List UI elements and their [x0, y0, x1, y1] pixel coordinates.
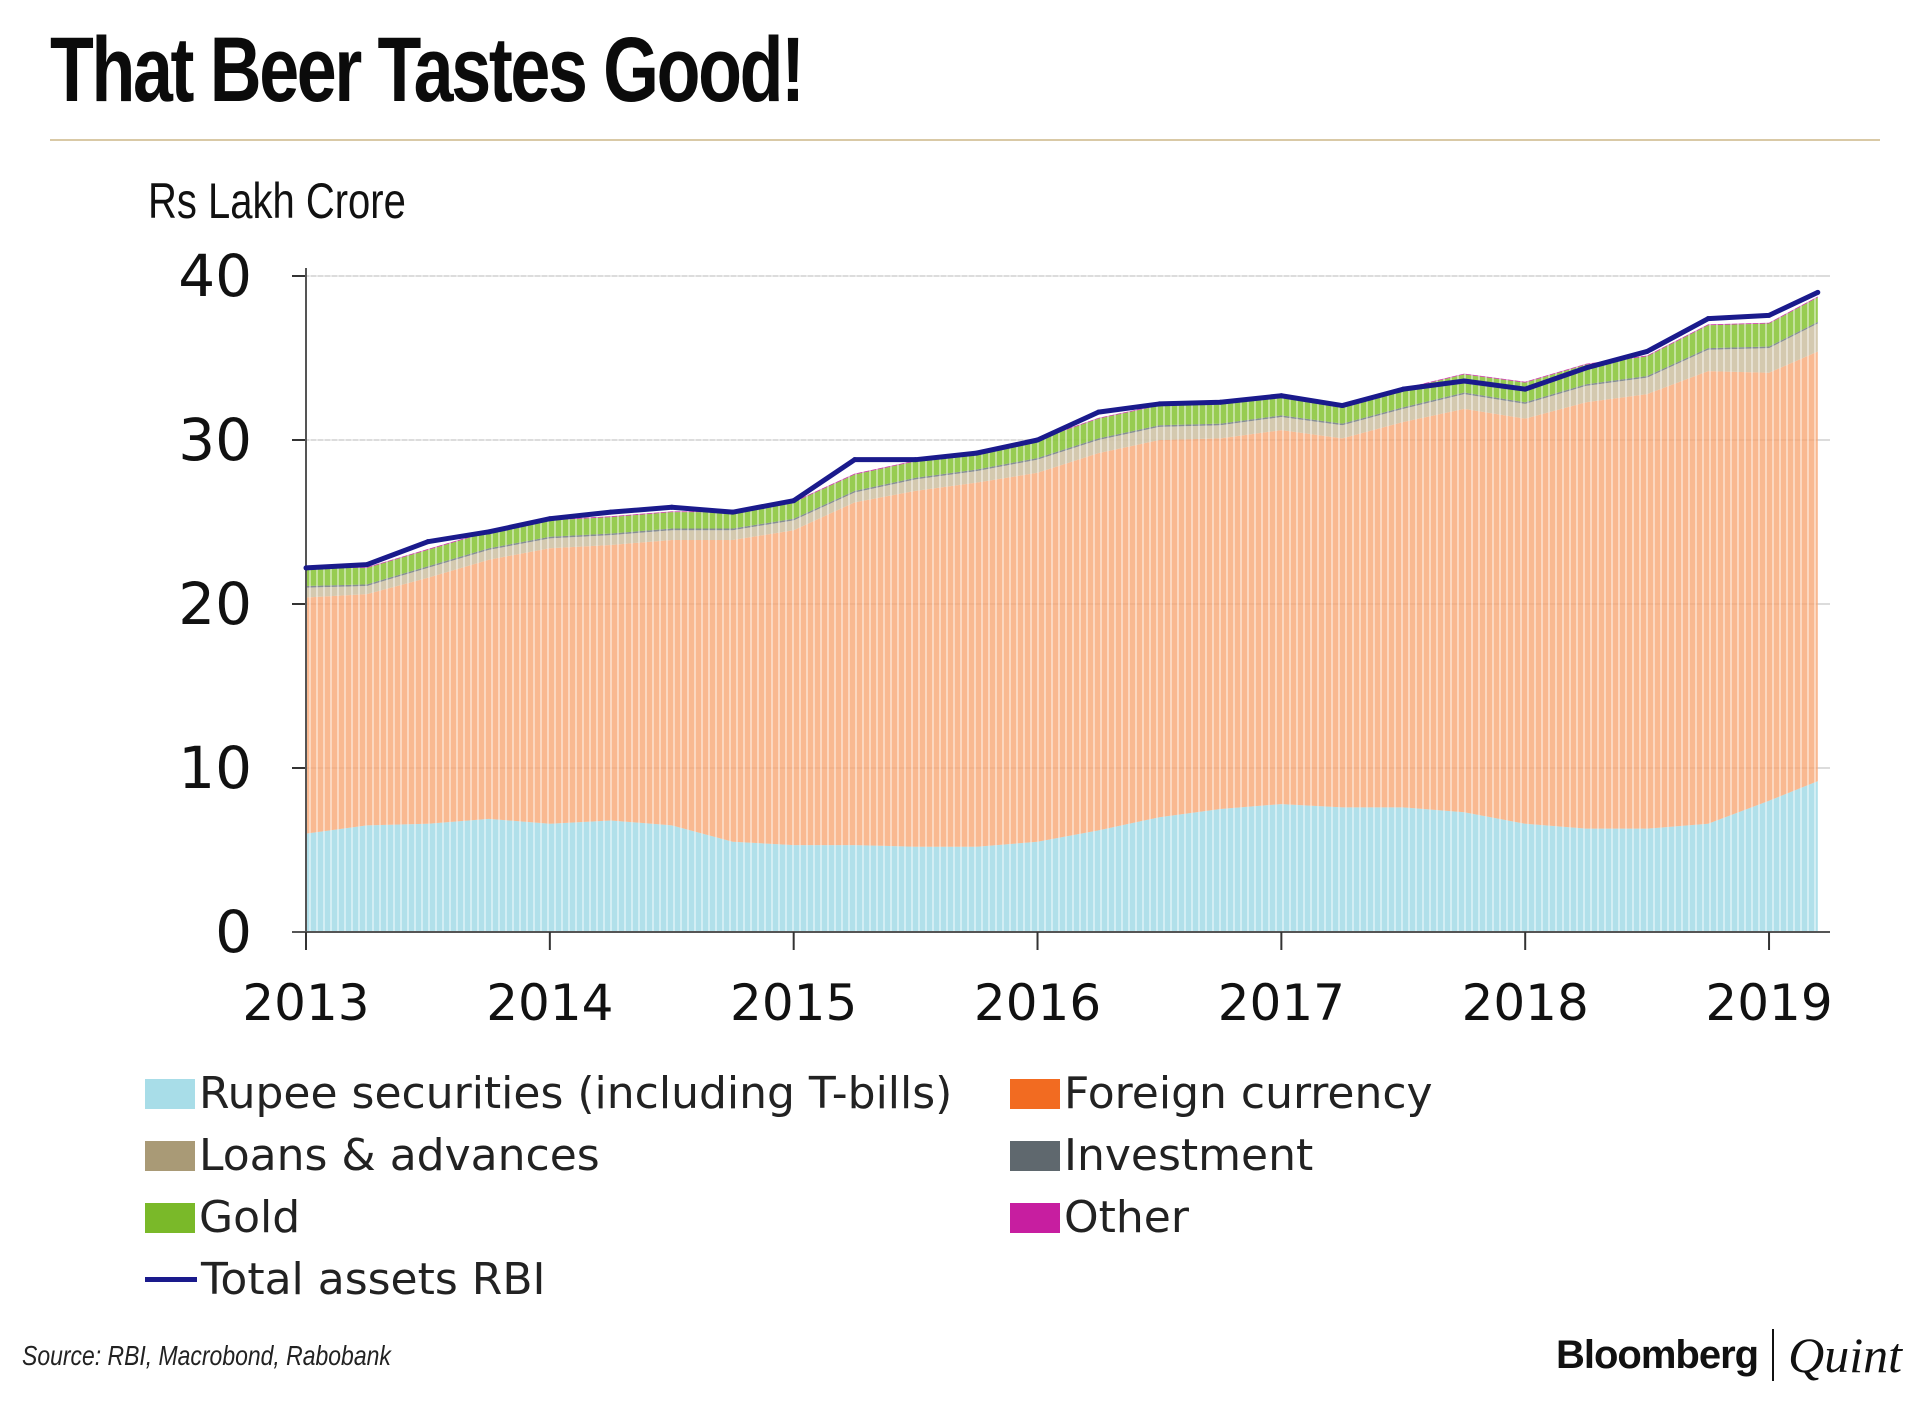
- legend-label-gold: Gold: [199, 1192, 301, 1243]
- stacked-areas: [306, 266, 1818, 932]
- legend-swatch-investment: [1010, 1140, 1060, 1171]
- total-assets-point: [364, 562, 370, 568]
- x-tick-label-2016: 2016: [974, 974, 1101, 1032]
- total-assets-point: [1583, 365, 1589, 371]
- total-assets-point: [974, 450, 980, 456]
- total-assets-point: [1644, 348, 1650, 354]
- total-assets-point: [1156, 401, 1162, 407]
- brand-logo: Bloomberg Quint: [1556, 1326, 1902, 1384]
- x-tick-label-2019: 2019: [1705, 974, 1832, 1032]
- area-loans-advances: [306, 323, 1818, 598]
- x-tick-label-2015: 2015: [730, 974, 857, 1032]
- legend-item-rupee-securities: Rupee securities (including T-bills): [145, 1068, 952, 1119]
- total-assets-point: [1522, 386, 1528, 392]
- area-gold: [306, 297, 1818, 586]
- legend-swatch-rupee: [145, 1078, 195, 1109]
- y-tick-label-10: 10: [178, 734, 252, 802]
- legend-item-foreign-currency: Foreign currency: [1010, 1068, 1433, 1119]
- brand-separator: [1772, 1329, 1775, 1381]
- x-tick-label-2017: 2017: [1218, 974, 1345, 1032]
- chart-title: That Beer Tastes Good!: [50, 19, 805, 121]
- legend-item-gold: Gold: [145, 1192, 300, 1243]
- total-assets-point: [1278, 393, 1284, 399]
- area-foreign-currency: [306, 351, 1818, 847]
- legend-label-other: Other: [1064, 1192, 1189, 1243]
- total-assets-point: [1815, 289, 1821, 295]
- legend-label-investment: Investment: [1064, 1130, 1314, 1181]
- total-assets-point: [1461, 378, 1467, 384]
- total-assets-point: [913, 457, 919, 463]
- total-assets-point: [1766, 312, 1772, 318]
- y-axis-unit-label: Rs Lakh Crore: [148, 173, 406, 229]
- axes: [292, 268, 1830, 950]
- title-divider: [50, 139, 1880, 141]
- legend-swatch-gold: [145, 1202, 195, 1233]
- total-assets-point: [730, 509, 736, 515]
- total-assets-point: [791, 498, 797, 504]
- tick-labels: 0 10 20 30 40 2013 2014 2015 2016 2017 2018 2019: [178, 242, 1832, 1032]
- legend-item-investment: Investment: [1010, 1130, 1313, 1181]
- brand-quint: Quint: [1788, 1327, 1902, 1383]
- legend-label-total: Total assets RBI: [201, 1254, 546, 1305]
- total-assets-point: [547, 516, 553, 522]
- y-tick-label-0: 0: [215, 898, 252, 966]
- legend-label-loans: Loans & advances: [199, 1130, 600, 1181]
- x-tick-label-2014: 2014: [486, 974, 613, 1032]
- x-tick-label-2013: 2013: [242, 974, 369, 1032]
- total-assets-point: [303, 565, 309, 571]
- legend-item-loans: Loans & advances: [145, 1130, 600, 1181]
- area-rupee-securities: [306, 781, 1818, 932]
- total-line-layer: [303, 289, 1821, 571]
- source-note: Source: RBI, Macrobond, Rabobank: [22, 1340, 391, 1371]
- total-assets-line: [305, 290, 1819, 571]
- total-assets-point: [608, 509, 614, 515]
- total-assets-point: [1400, 386, 1406, 392]
- y-tick-label-20: 20: [178, 570, 252, 638]
- legend-label-rupee: Rupee securities (including T-bills): [199, 1068, 953, 1119]
- total-assets-point: [1705, 316, 1711, 322]
- legend-swatch-loans: [145, 1140, 195, 1171]
- x-tick-label-2018: 2018: [1462, 974, 1589, 1032]
- brand-bloomberg: Bloomberg: [1555, 1332, 1759, 1377]
- legend-swatch-other: [1010, 1202, 1060, 1233]
- total-assets-point: [1095, 409, 1101, 415]
- assets-chart: 0 10 20 30 40 2013 2014 2015 2016 2017 2018 2019: [178, 242, 1832, 1032]
- legend-label-foreign: Foreign currency: [1064, 1068, 1433, 1119]
- total-assets-point: [669, 504, 675, 510]
- legend-swatch-total: [145, 1277, 197, 1282]
- legend-swatch-foreign: [1010, 1078, 1060, 1109]
- y-tick-label-30: 30: [178, 406, 252, 474]
- total-assets-point: [425, 539, 431, 545]
- y-tick-label-40: 40: [178, 242, 252, 310]
- total-assets-point: [852, 457, 858, 463]
- total-assets-point: [486, 529, 492, 535]
- total-assets-point: [1217, 399, 1223, 405]
- legend-item-other: Other: [1010, 1192, 1189, 1243]
- total-assets-point: [1339, 403, 1345, 409]
- legend-item-total: Total assets RBI: [145, 1254, 546, 1305]
- total-assets-point: [1035, 437, 1041, 443]
